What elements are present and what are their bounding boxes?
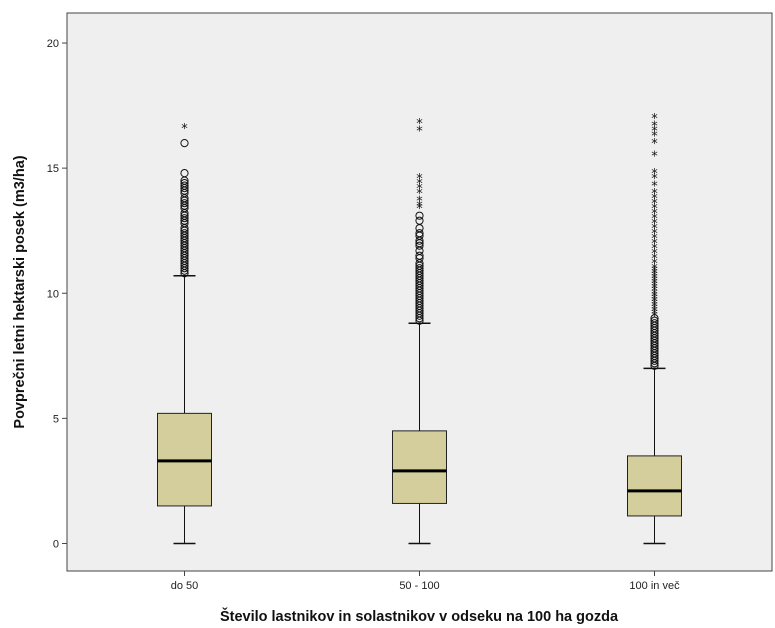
y-axis-title: Povprečni letni hektarski posek (m3/ha) bbox=[12, 155, 28, 428]
outlier-star: * bbox=[651, 265, 658, 280]
outlier-star: * bbox=[651, 282, 658, 297]
outlier-star: * bbox=[416, 202, 423, 217]
outlier-star: * bbox=[651, 252, 658, 267]
outlier-star: * bbox=[651, 187, 658, 202]
x-tick-label: 100 in več bbox=[629, 580, 680, 592]
outlier-star: * bbox=[651, 295, 658, 310]
outlier-star: * bbox=[651, 137, 658, 152]
outlier-star: * bbox=[416, 117, 423, 132]
y-axis: 0 5 10 15 20 bbox=[47, 38, 67, 550]
outlier-star: * bbox=[651, 120, 658, 135]
y-tick-label: 5 bbox=[53, 413, 59, 425]
y-tick-label: 20 bbox=[47, 38, 59, 50]
outlier-circle bbox=[415, 229, 424, 238]
outlier-circle bbox=[180, 169, 189, 178]
outlier-star: * bbox=[651, 297, 658, 312]
outlier-star: * bbox=[651, 192, 658, 207]
x-axis-title: Število lastnikov in solastnikov v odsek… bbox=[220, 607, 619, 625]
x-axis: do 50 50 - 100 100 in več bbox=[171, 571, 680, 592]
outlier-star: * bbox=[651, 270, 658, 285]
outlier-star: * bbox=[651, 167, 658, 182]
y-tick-label: 15 bbox=[47, 163, 59, 175]
outlier-star: * bbox=[651, 302, 658, 317]
outlier-star: * bbox=[416, 200, 423, 215]
outlier-star: * bbox=[416, 177, 423, 192]
outlier-star: * bbox=[651, 307, 658, 322]
outlier-star: * bbox=[651, 130, 658, 145]
outlier-star: * bbox=[416, 125, 423, 140]
y-tick-label: 10 bbox=[47, 288, 59, 300]
outlier-star: * bbox=[651, 212, 658, 227]
outlier-star: * bbox=[416, 182, 423, 197]
x-tick-label: 50 - 100 bbox=[399, 580, 439, 592]
outlier-star: * bbox=[651, 237, 658, 252]
outlier-star: * bbox=[651, 285, 658, 300]
outlier-star: * bbox=[651, 150, 658, 165]
outlier-circle bbox=[415, 216, 424, 225]
y-tick-label: 0 bbox=[53, 538, 59, 550]
outlier-star: * bbox=[651, 232, 658, 247]
outlier-circle bbox=[650, 314, 659, 323]
outlier-circle bbox=[415, 264, 424, 273]
outlier-circle bbox=[650, 319, 659, 328]
outlier-star: * bbox=[416, 187, 423, 202]
outlier-star: * bbox=[651, 207, 658, 222]
box-iqr bbox=[627, 455, 682, 517]
outlier-circle bbox=[180, 214, 189, 223]
outlier-star: * bbox=[651, 262, 658, 277]
outlier-star: * bbox=[651, 222, 658, 237]
box-group: * bbox=[157, 122, 212, 545]
outlier-star: * bbox=[651, 310, 658, 325]
outlier-star: * bbox=[651, 247, 658, 262]
box-series: ****************************************… bbox=[157, 112, 682, 545]
box-group: ********* bbox=[392, 117, 447, 545]
outlier-star: * bbox=[651, 277, 658, 292]
box-iqr bbox=[392, 430, 447, 504]
outlier-star: * bbox=[651, 227, 658, 242]
outlier-star: * bbox=[651, 300, 658, 315]
outlier-star: * bbox=[651, 172, 658, 187]
outlier-star: * bbox=[651, 242, 658, 257]
outlier-circle bbox=[415, 211, 424, 220]
outlier-star: * bbox=[651, 180, 658, 195]
outlier-star: * bbox=[651, 292, 658, 307]
outlier-circle bbox=[650, 316, 659, 325]
outlier-circle bbox=[180, 199, 189, 208]
box-group: ****************************************… bbox=[627, 112, 682, 545]
outlier-circle bbox=[415, 251, 424, 260]
outlier-circle bbox=[180, 139, 189, 148]
outlier-star: * bbox=[651, 267, 658, 282]
outlier-star: * bbox=[651, 287, 658, 302]
outlier-star: * bbox=[651, 280, 658, 295]
outlier-star: * bbox=[651, 257, 658, 272]
outlier-star: * bbox=[651, 217, 658, 232]
outlier-star: * bbox=[651, 197, 658, 212]
outlier-circle bbox=[180, 181, 189, 190]
outlier-star: * bbox=[416, 172, 423, 187]
outlier-star: * bbox=[651, 290, 658, 305]
outlier-star: * bbox=[651, 275, 658, 290]
outlier-star: * bbox=[416, 195, 423, 210]
outlier-circle bbox=[415, 241, 424, 250]
x-tick-label: do 50 bbox=[171, 580, 199, 592]
outlier-star: * bbox=[651, 112, 658, 127]
outlier-circle bbox=[180, 179, 189, 188]
outlier-star: * bbox=[651, 202, 658, 217]
outlier-star: * bbox=[181, 122, 188, 137]
outlier-star: * bbox=[651, 125, 658, 140]
outlier-star: * bbox=[651, 305, 658, 320]
outlier-circle bbox=[180, 229, 189, 238]
outlier-star: * bbox=[651, 272, 658, 287]
